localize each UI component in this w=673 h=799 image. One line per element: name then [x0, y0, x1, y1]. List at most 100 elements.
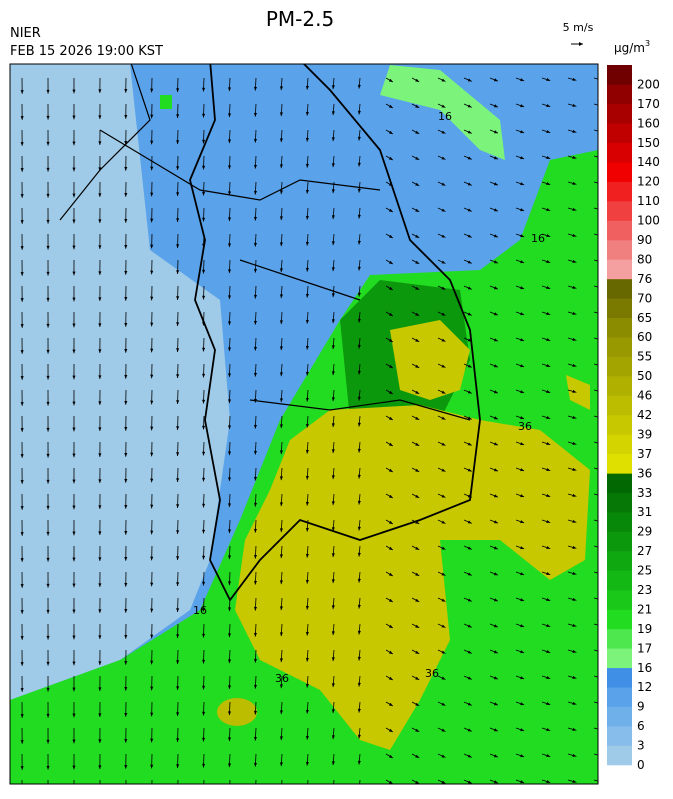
- colorbar-label: 100: [637, 214, 660, 228]
- unit-base: µg/m: [614, 41, 645, 55]
- wind-arrow-head: [598, 624, 602, 627]
- colorbar-swatch: [607, 357, 632, 377]
- wind-arrow-head: [598, 260, 602, 263]
- wind-arrow-head: [598, 754, 602, 757]
- colorbar-label: 50: [637, 369, 652, 383]
- colorbar-swatch: [607, 726, 632, 746]
- wind-arrow-head: [202, 790, 205, 794]
- island: [217, 698, 257, 726]
- colorbar-label: 39: [637, 427, 652, 441]
- colorbar-label: 76: [637, 272, 652, 286]
- colorbar: 0369121617192123252729313336373942465055…: [607, 65, 660, 772]
- colorbar-label: 55: [637, 350, 652, 364]
- colorbar-label: 27: [637, 544, 652, 558]
- wind-arrow-head: [598, 442, 602, 445]
- wind-arrow-head: [598, 676, 602, 679]
- colorbar-label: 3: [637, 739, 645, 753]
- wind-arrow-head: [124, 791, 127, 795]
- wind-arrow-head: [598, 104, 602, 107]
- wind-arrow-head: [598, 338, 602, 341]
- colorbar-swatch: [607, 668, 632, 688]
- colorbar-label: 16: [637, 661, 652, 675]
- colorbar-swatch: [607, 318, 632, 338]
- colorbar-swatch: [607, 512, 632, 532]
- colorbar-swatch: [607, 298, 632, 318]
- wind-arrow-head: [280, 788, 283, 792]
- wind-arrow-head: [598, 286, 602, 289]
- colorbar-label: 170: [637, 97, 660, 111]
- colorbar-label: 36: [637, 466, 652, 480]
- wind-arrow-head: [598, 728, 602, 731]
- contour-label: 16: [438, 110, 452, 123]
- colorbar-label: 12: [637, 680, 652, 694]
- wind-arrow-head: [598, 364, 602, 367]
- colorbar-label: 110: [637, 194, 660, 208]
- wind-arrow-head: [598, 546, 602, 549]
- contour-label: 16: [193, 604, 207, 617]
- wind-arrow-head: [598, 572, 602, 575]
- wind-arrow-head: [358, 787, 361, 791]
- contour-label: 36: [518, 420, 532, 433]
- colorbar-label: 70: [637, 291, 652, 305]
- colorbar-label: 9: [637, 700, 645, 714]
- colorbar-label: 19: [637, 622, 652, 636]
- colorbar-swatch: [607, 532, 632, 552]
- colorbar-swatch: [607, 123, 632, 143]
- colorbar-swatch: [607, 648, 632, 668]
- colorbar-label: 90: [637, 233, 652, 247]
- title: PM-2.5: [266, 7, 334, 31]
- timestamp: FEB 15 2026 19:00 KST: [10, 44, 163, 59]
- unit: µg/m3: [614, 39, 650, 55]
- colorbar-swatch: [607, 434, 632, 454]
- wind-arrow-head: [176, 790, 179, 794]
- wind-arrow-head: [598, 78, 602, 81]
- colorbar-label: 21: [637, 602, 652, 616]
- colorbar-swatch: [607, 104, 632, 124]
- colorbar-label: 23: [637, 583, 652, 597]
- wind-arrow-head: [598, 650, 602, 653]
- wind-arrow-head: [598, 520, 602, 523]
- contour-label: 36: [425, 667, 439, 680]
- colorbar-swatch: [607, 162, 632, 182]
- colorbar-swatch: [607, 707, 632, 727]
- wind-arrow-head: [254, 789, 257, 793]
- colorbar-swatch: [607, 65, 632, 85]
- colorbar-swatch: [607, 201, 632, 221]
- colorbar-swatch: [607, 376, 632, 396]
- colorbar-label: 33: [637, 486, 652, 500]
- colorbar-swatch: [607, 279, 632, 299]
- colorbar-swatch: [607, 551, 632, 571]
- colorbar-swatch: [607, 571, 632, 591]
- wind-arrow-head: [598, 208, 602, 211]
- colorbar-swatch: [607, 182, 632, 202]
- colorbar-label: 200: [637, 77, 660, 91]
- colorbar-swatch: [607, 687, 632, 707]
- colorbar-label: 0: [637, 758, 645, 772]
- wind-arrow-head: [598, 494, 602, 497]
- wind-arrow-head: [598, 468, 602, 471]
- agency: NIER: [10, 26, 41, 41]
- wind-arrow-head: [598, 390, 602, 393]
- contour-label: 36: [275, 672, 289, 685]
- colorbar-swatch: [607, 454, 632, 474]
- colorbar-label: 46: [637, 389, 652, 403]
- colorbar-label: 6: [637, 719, 645, 733]
- wind-arrow-head: [598, 416, 602, 419]
- colorbar-swatch: [607, 337, 632, 357]
- wind-arrow-head: [598, 780, 602, 783]
- colorbar-label: 17: [637, 641, 652, 655]
- wind-arrow-head: [150, 791, 153, 795]
- colorbar-swatch: [607, 493, 632, 513]
- unit-exp: 3: [645, 39, 650, 48]
- colorbar-label: 29: [637, 525, 652, 539]
- wind-arrow-head: [598, 702, 602, 705]
- colorbar-swatch: [607, 84, 632, 104]
- colorbar-swatch: [607, 259, 632, 279]
- colorbar-swatch: [607, 629, 632, 649]
- colorbar-swatch: [607, 221, 632, 241]
- colorbar-swatch: [607, 240, 632, 260]
- wind-arrow-head: [598, 156, 602, 159]
- colorbar-label: 150: [637, 136, 660, 150]
- colorbar-swatch: [607, 609, 632, 629]
